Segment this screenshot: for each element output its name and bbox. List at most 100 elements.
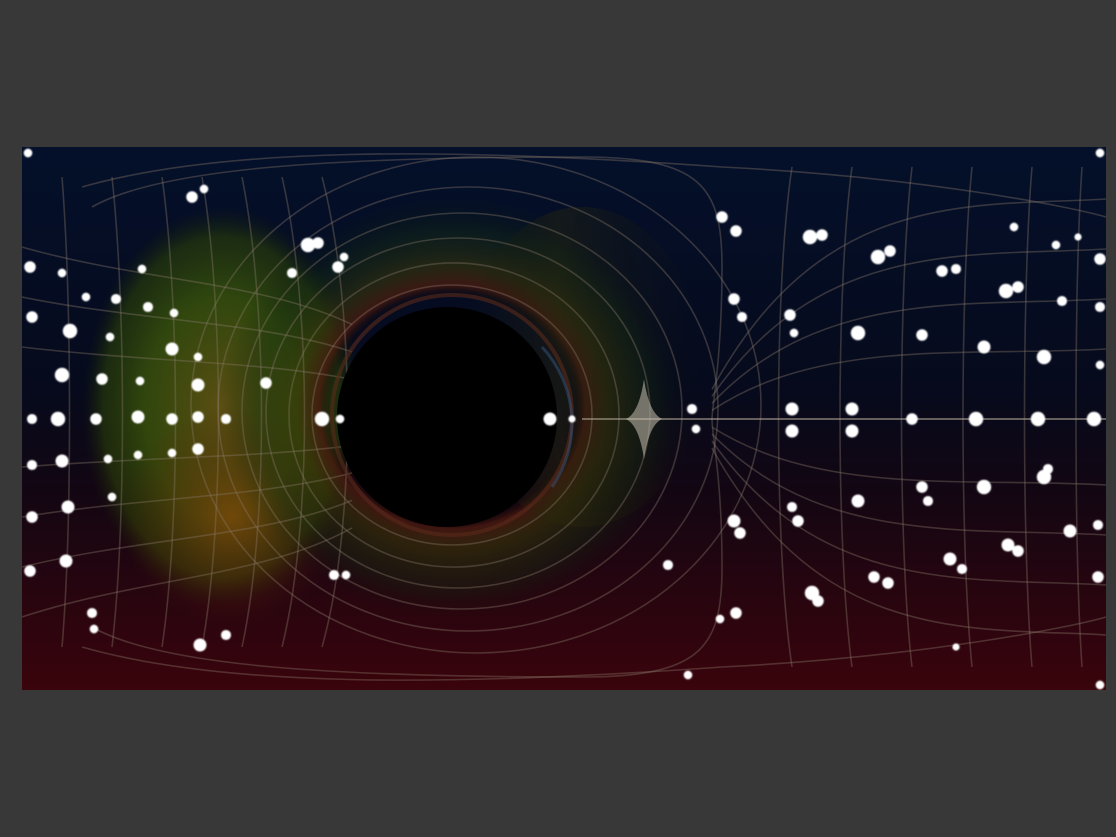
star-blob [300,237,316,253]
star-blob [956,563,968,575]
lensed-ring-line [190,156,762,654]
grid-vertical-line [777,166,793,668]
star-blob [199,184,209,194]
star-blob [1086,411,1102,427]
star-blob [335,414,345,424]
star-blob [107,492,117,502]
star-blob [96,373,108,385]
outer-loop-line [91,156,723,420]
outer-arc-line [81,616,1106,681]
star-blob [1095,680,1105,690]
star-blob [166,413,178,425]
star-blob [26,413,38,425]
grid-horizontal-line [711,426,1106,486]
grid-horizontal-line [22,296,353,353]
star-blob [110,293,122,305]
grid-horizontal-line [711,440,1106,586]
star-blob [1092,519,1104,531]
grid-horizontal-line [711,447,1106,636]
star-blob [286,267,298,279]
star-blob [26,311,38,323]
photon-ring [330,293,574,537]
star-blob [977,340,991,354]
star-blob [314,411,330,427]
grid-vertical-line [201,176,220,648]
star-blob [54,367,70,383]
star-blob [662,559,674,571]
star-blob [260,377,272,389]
outer-loop-line [91,418,723,678]
star-blob [1092,571,1104,583]
star-blob [792,515,804,527]
star-blob [59,554,73,568]
star-blob [730,607,742,619]
grid-horizontal-line [711,198,1106,390]
star-blob [785,424,799,438]
star-field [23,148,1106,690]
star-blob [57,268,67,278]
grid-horizontal-line [711,298,1106,404]
star-blob [165,342,179,356]
star-blob [715,614,725,624]
star-blob [1095,148,1105,158]
lensed-ring-line [311,284,593,546]
star-blob [812,595,824,607]
star-blob [312,237,324,249]
star-blob [192,411,204,423]
star-blob [870,249,886,265]
star-blob [50,411,66,427]
star-blob [568,415,576,423]
star-blob [137,264,147,274]
star-blob [169,308,179,318]
star-blob [81,292,91,302]
star-blob [193,352,203,362]
flare-spike [626,379,662,459]
star-blob [1012,545,1024,557]
grid-horizontal-line [22,527,353,618]
star-blob [789,328,799,338]
star-blob [906,413,918,425]
star-blob [851,494,865,508]
star-blob [1001,538,1015,552]
star-blob [26,459,38,471]
star-blob [1094,301,1106,313]
star-blob [730,225,742,237]
grid-vertical-line [281,176,306,648]
star-blob [186,191,198,203]
star-blob [952,643,960,651]
lensed-ring-line [288,262,620,568]
star-blob [142,301,154,313]
star-blob [24,565,36,577]
grid-vertical-line [241,176,263,648]
grid-horizontal-line [22,444,353,468]
star-blob [1094,253,1106,265]
star-blob [968,411,984,427]
star-blob [950,263,962,275]
star-blob [26,511,38,523]
grid-horizontal-line [711,433,1106,536]
star-blob [332,261,344,273]
grid-vertical-line [111,176,124,648]
outer-arc-line [81,153,1106,218]
star-blob [734,527,746,539]
star-blob [845,402,859,416]
star-blob [736,311,748,323]
star-blob [90,413,102,425]
star-blob [89,624,99,634]
star-blob [55,454,69,468]
star-blob [716,211,728,223]
star-blob [802,229,818,245]
lensed-grid-lines [22,153,1106,681]
star-blob [1063,524,1077,538]
grid-vertical-line [839,166,853,668]
star-blob [850,325,866,341]
star-blob [998,283,1014,299]
star-blob [1074,233,1082,241]
star-blob [943,552,957,566]
horizon-rim-highlight [540,345,574,488]
star-blob [103,454,113,464]
lensed-ring-line [241,212,683,610]
star-blob [868,571,880,583]
star-blob [1056,295,1068,307]
black-hole-shadow [337,307,557,527]
